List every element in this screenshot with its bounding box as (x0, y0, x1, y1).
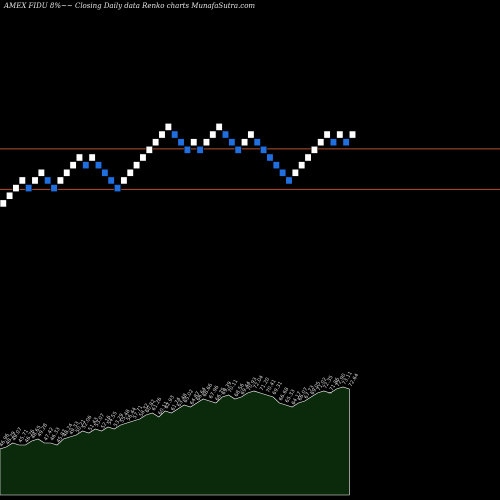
renko-brick-up (152, 138, 160, 147)
renko-brick-up (164, 123, 172, 131)
renko-brick-down (107, 176, 115, 185)
renko-brick-down (228, 138, 236, 147)
renko-brick-up (18, 176, 26, 185)
renko-brick-up (12, 184, 20, 192)
renko-brick-up (31, 176, 39, 185)
renko-brick-up (56, 176, 64, 185)
renko-brick-up (69, 161, 77, 170)
renko-brick-up (291, 168, 299, 177)
renko-bricks (0, 123, 357, 208)
renko-brick-down (234, 145, 242, 154)
renko-brick-up (298, 161, 306, 170)
renko-brick-down (260, 145, 268, 154)
renko-brick-down (329, 138, 338, 147)
renko-brick-down (101, 168, 109, 177)
renko-brick-up (158, 130, 166, 139)
renko-brick-up (145, 145, 153, 154)
renko-brick-down (82, 161, 90, 170)
renko-brick-up (120, 176, 128, 185)
volume-marker: ^ (328, 392, 332, 398)
renko-brick-up (209, 130, 217, 139)
renko-brick-down (221, 130, 230, 139)
renko-brick-up (139, 153, 147, 162)
renko-brick-up (88, 153, 96, 162)
renko-brick-down (25, 184, 33, 192)
renko-brick-down (279, 168, 287, 177)
renko-brick-up (126, 168, 134, 177)
reference-lines (0, 148, 500, 190)
renko-brick-down (94, 161, 103, 170)
renko-brick-up (215, 123, 223, 131)
renko-brick-down (272, 161, 280, 170)
renko-brick-up (241, 138, 249, 147)
renko-brick-up (202, 138, 210, 147)
renko-brick-up (310, 145, 318, 154)
renko-brick-down (266, 153, 274, 162)
renko-brick-up (336, 130, 344, 139)
renko-brick-down (183, 145, 191, 154)
renko-brick-up (6, 191, 14, 200)
renko-brick-up (348, 130, 357, 139)
renko-brick-up (247, 130, 255, 139)
renko-brick-up (75, 153, 83, 162)
renko-brick-up (190, 138, 198, 147)
chart-title: AMEX FIDU 8%~~ Closing Daily data Renko … (4, 2, 256, 10)
renko-brick-up (63, 168, 71, 177)
renko-brick-down (177, 138, 185, 147)
renko-brick-down (50, 184, 58, 192)
renko-brick-down (285, 176, 293, 185)
renko-brick-up (323, 130, 331, 139)
renko-brick-up (133, 161, 141, 170)
volume-area-path (0, 386, 350, 496)
renko-brick-up (317, 138, 325, 147)
volume-area: 46.9648.2949.0745.7146.2648.6549.2847.42… (0, 371, 360, 496)
volume-label: 46.96 (0, 433, 11, 448)
renko-brick-up (37, 168, 45, 177)
renko-brick-down (44, 176, 52, 185)
renko-brick-down (114, 184, 122, 192)
renko-brick-down (253, 138, 261, 147)
renko-brick-up (0, 199, 7, 208)
renko-brick-down (171, 130, 179, 139)
renko-brick-up (304, 153, 312, 162)
renko-brick-down (342, 138, 350, 147)
renko-brick-down (196, 145, 204, 154)
